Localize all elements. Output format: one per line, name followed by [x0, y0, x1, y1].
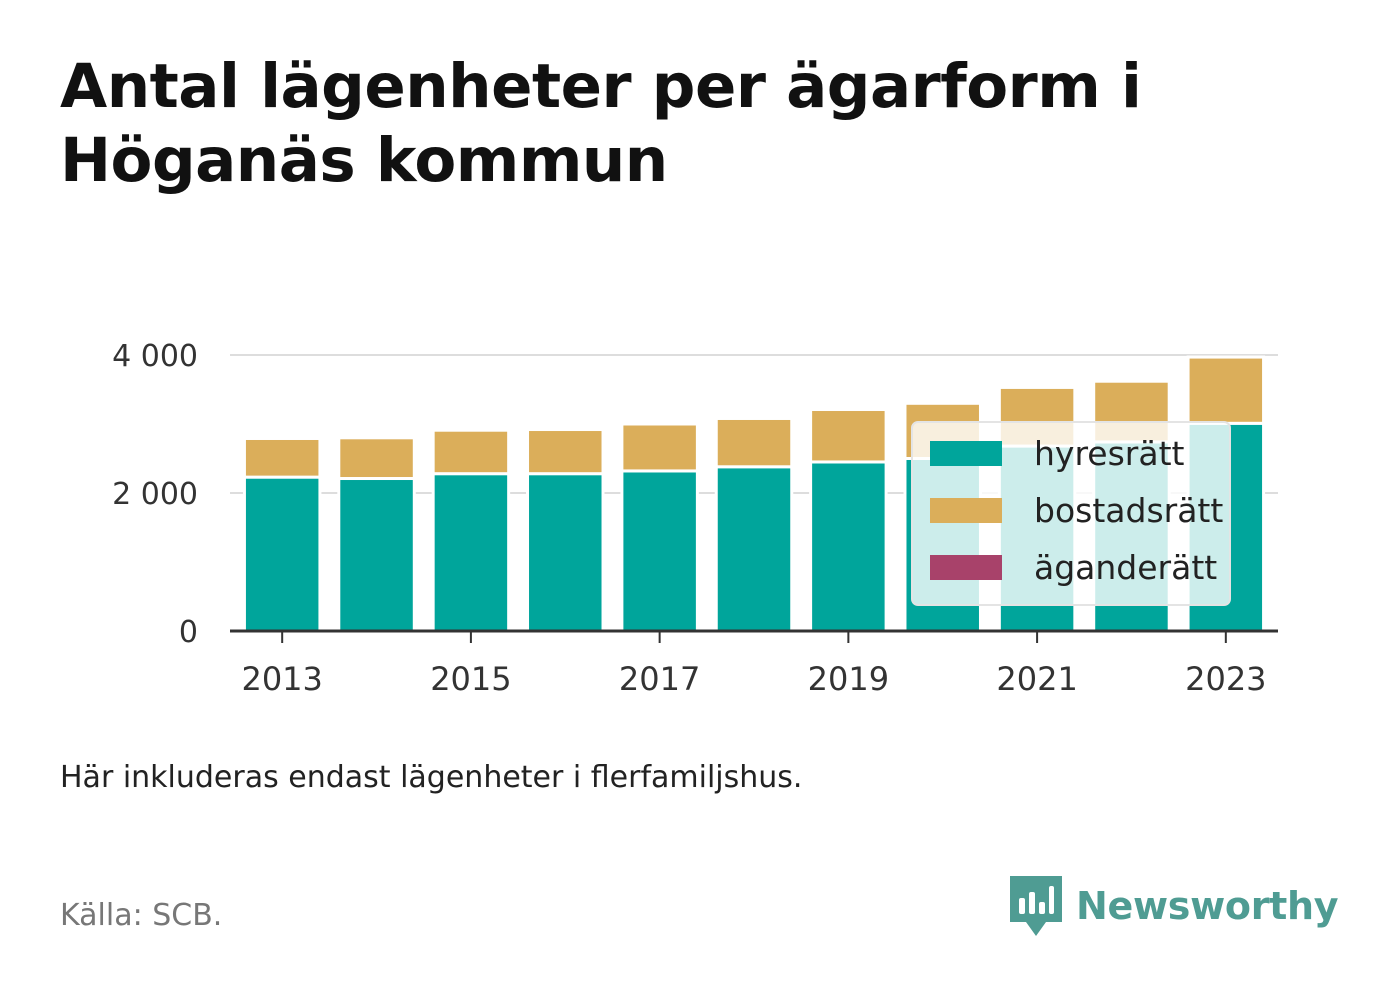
- x-tick-label: 2021: [996, 660, 1077, 698]
- y-tick-label: 0: [179, 615, 198, 650]
- bar-hyresratt-2014: [337, 477, 416, 633]
- source-text: Källa: SCB.: [60, 898, 223, 933]
- bar-hyresratt-2016: [526, 472, 605, 633]
- x-tick-label: 2013: [241, 660, 322, 698]
- brand-name: Newsworthy: [1076, 884, 1339, 928]
- y-tick-label: 2 000: [112, 477, 198, 512]
- bar-bostadsratt-2015: [431, 428, 511, 476]
- x-tick-label: 2023: [1185, 660, 1266, 698]
- x-tick-label: 2015: [430, 660, 511, 698]
- bar-bostadsratt-2013: [242, 436, 322, 479]
- legend-label: bostadsrätt: [1034, 491, 1223, 530]
- chart-title-line-2: Höganäs kommun: [60, 125, 668, 196]
- x-tick-label: 2017: [619, 660, 700, 698]
- bar-bostadsratt-2017: [620, 422, 699, 473]
- bar-bostadsratt-2023: [1186, 355, 1266, 425]
- bar-bostadsratt-2018: [714, 416, 794, 469]
- bar-hyresratt-2013: [242, 475, 322, 633]
- legend-swatch: [930, 498, 1002, 523]
- bar-hyresratt-2018: [714, 465, 794, 633]
- bar-hyresratt-2019: [809, 460, 888, 633]
- legend-swatch: [930, 441, 1002, 466]
- legend-swatch: [930, 555, 1002, 580]
- x-tick-label: 2019: [808, 660, 889, 698]
- bar-bostadsratt-2014: [337, 436, 416, 481]
- bar-bostadsratt-2016: [526, 428, 605, 476]
- chart-note: Här inkluderas endast lägenheter i flerf…: [60, 760, 803, 795]
- legend-label: äganderätt: [1034, 548, 1217, 587]
- legend-label: hyresrätt: [1034, 434, 1185, 473]
- y-tick-label: 4 000: [112, 339, 198, 374]
- bar-hyresratt-2015: [431, 472, 511, 633]
- newsworthy-brand[interactable]: Newsworthy: [1010, 876, 1339, 936]
- newsworthy-logo-icon: [1010, 876, 1062, 936]
- bar-hyresratt-2017: [620, 469, 699, 633]
- chart-title-line-1: Antal lägenheter per ägarform i: [60, 51, 1142, 122]
- bar-bostadsratt-2019: [809, 408, 888, 464]
- chart-title: Antal lägenheter per ägarform i Höganäs …: [60, 50, 1260, 198]
